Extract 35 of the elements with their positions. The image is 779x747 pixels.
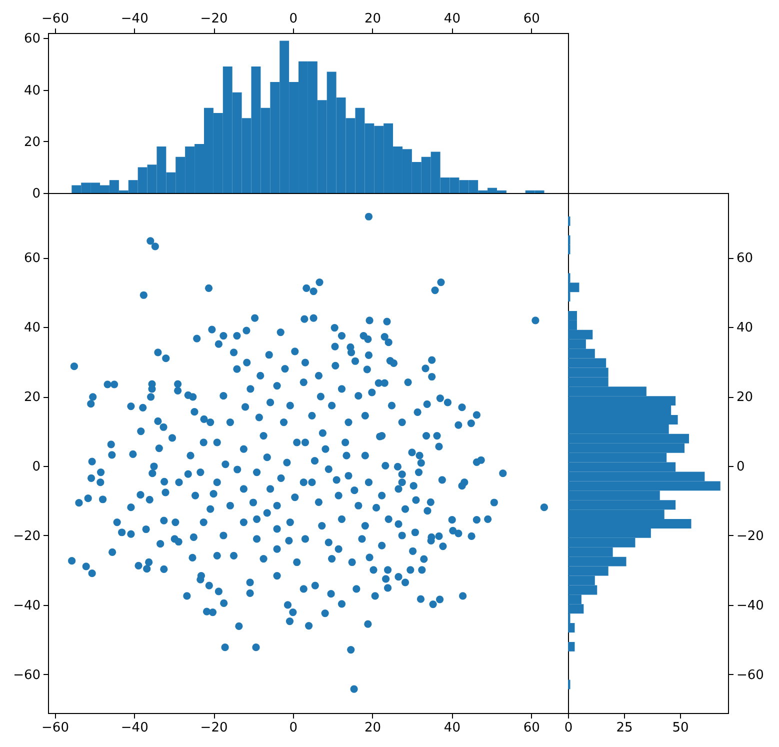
x-tick-label: 40 <box>444 12 460 26</box>
x-tick-label: −60 <box>42 12 69 26</box>
x-tick-label: 60 <box>523 12 540 26</box>
y-tick-label: −20 <box>13 529 40 544</box>
x-tick-label: −20 <box>200 720 228 736</box>
y-tick-label: 40 <box>24 83 40 98</box>
y-tick-label: 20 <box>24 134 40 150</box>
y-tick-label: 40 <box>24 320 40 336</box>
x-tick-label: −40 <box>120 12 148 26</box>
y-tick-label: 60 <box>24 32 40 47</box>
x-tick-label: 50 <box>672 720 689 736</box>
y-tick-label: 20 <box>24 390 40 406</box>
y-tick-label: 0 <box>32 460 40 475</box>
x-tick-label: 60 <box>523 720 540 736</box>
x-tick-label: 25 <box>616 720 633 736</box>
x-tick-label: 20 <box>364 12 382 26</box>
x-tick-label: 40 <box>444 720 460 736</box>
x-tick-label: −20 <box>200 12 228 26</box>
y-tick-label: −40 <box>736 598 764 614</box>
y-tick-label: −60 <box>736 668 764 683</box>
x-tick-label: 0 <box>289 12 298 26</box>
y-tick-label: 0 <box>736 460 745 475</box>
y-tick-label: 60 <box>736 251 754 266</box>
x-tick-label: 0 <box>564 720 573 736</box>
y-tick-label: −40 <box>13 598 40 614</box>
y-tick-label: 0 <box>32 186 40 202</box>
y-tick-label: 60 <box>24 251 40 266</box>
y-tick-label: −60 <box>13 668 40 683</box>
y-tick-label: 40 <box>736 320 754 336</box>
y-tick-label: −20 <box>736 529 764 544</box>
x-tick-label: −40 <box>120 720 148 736</box>
x-tick-label: 0 <box>289 720 298 736</box>
x-tick-label: −60 <box>42 720 69 736</box>
x-tick-label: 20 <box>364 720 382 736</box>
y-tick-label: 20 <box>736 390 754 406</box>
